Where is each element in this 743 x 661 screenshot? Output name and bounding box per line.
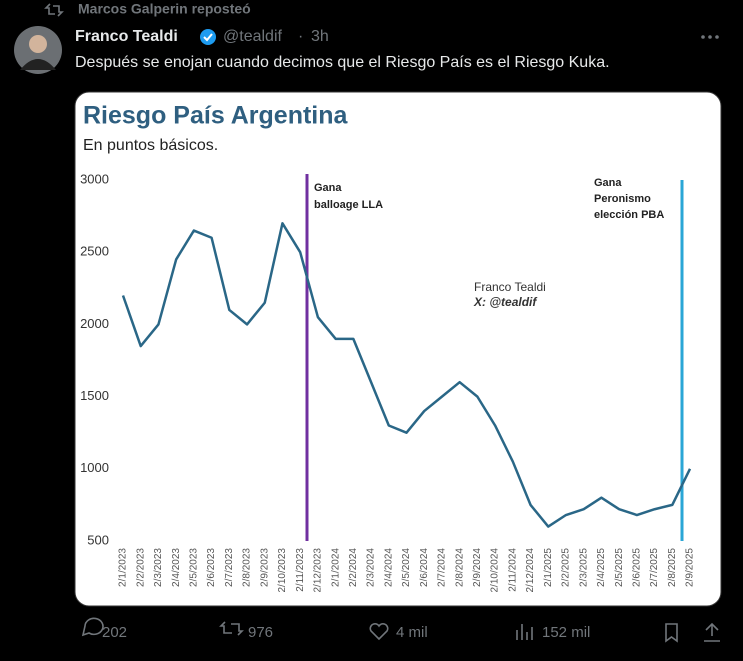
x-tick-label: 2/5/2024 (401, 548, 412, 587)
chart-title: Riesgo País Argentina (83, 102, 349, 130)
x-tick-label: 2/2/2025 (561, 548, 572, 587)
reply-icon[interactable] (81, 617, 104, 637)
more-menu[interactable] (701, 35, 719, 39)
watermark: Franco Tealdi (474, 280, 546, 294)
share-icon[interactable] (704, 622, 720, 642)
x-tick-label: 2/3/2024 (366, 548, 377, 587)
x-tick-label: 2/7/2024 (437, 548, 448, 587)
like-icon[interactable] (369, 622, 389, 641)
x-tick-label: 2/12/2023 (313, 548, 324, 593)
y-tick-label: 2000 (80, 316, 109, 331)
x-tick-label: 2/7/2023 (224, 548, 235, 587)
x-tick-label: 2/9/2023 (259, 548, 270, 587)
x-tick-label: 2/4/2023 (171, 548, 182, 587)
chart-subtitle: En puntos básicos. (83, 137, 218, 154)
repost-count: 976 (248, 624, 273, 641)
x-tick-label: 2/8/2024 (454, 548, 465, 587)
x-tick-label: 2/10/2024 (490, 548, 501, 593)
verified-badge (200, 29, 216, 45)
x-tick-label: 2/1/2023 (118, 548, 129, 587)
x-tick-label: 2/9/2025 (685, 548, 696, 587)
annotation: elección PBA (594, 209, 664, 221)
view-count: 152 mil (542, 624, 590, 641)
x-tick-label: 2/5/2025 (614, 548, 625, 587)
x-tick-label: 2/3/2023 (153, 548, 164, 587)
annotation: balloage LLA (314, 199, 383, 211)
like-count: 4 mil (396, 624, 428, 641)
annotation: Peronismo (594, 193, 651, 205)
y-tick-label: 1500 (80, 388, 109, 403)
avatar-body (20, 59, 56, 70)
repost-button[interactable] (219, 621, 244, 636)
avatar-face (29, 35, 47, 53)
reposted-by[interactable]: Marcos Galperin reposteó (78, 1, 251, 17)
author-handle[interactable]: @tealdif (223, 28, 282, 45)
x-tick-label: 2/6/2025 (631, 548, 642, 587)
x-tick-label: 2/5/2023 (189, 548, 200, 587)
y-tick-label: 1000 (80, 460, 109, 475)
y-tick-label: 3000 (80, 171, 109, 186)
bookmark-icon[interactable] (665, 623, 678, 643)
time[interactable]: 3h (311, 28, 329, 45)
x-tick-label: 2/3/2025 (578, 548, 589, 587)
x-tick-label: 2/6/2023 (206, 548, 217, 587)
reply-count: 202 (102, 624, 127, 641)
watermark: X: @tealdif (473, 295, 537, 309)
y-tick-label: 2500 (80, 244, 109, 259)
x-tick-label: 2/2/2024 (348, 548, 359, 587)
annotation: Gana (314, 182, 342, 194)
views-icon[interactable] (516, 624, 533, 640)
x-tick-label: 2/8/2025 (667, 548, 678, 587)
chart-card[interactable] (74, 91, 722, 607)
y-tick-label: 500 (87, 532, 109, 547)
tweet-text: Después se enojan cuando decimos que el … (75, 54, 610, 71)
x-tick-label: 2/1/2025 (543, 548, 554, 587)
separator: · (298, 28, 303, 45)
x-tick-label: 2/4/2025 (596, 548, 607, 587)
x-tick-label: 2/10/2023 (277, 548, 288, 593)
x-tick-label: 2/9/2024 (472, 548, 483, 587)
x-tick-label: 2/4/2024 (383, 548, 394, 587)
data-line (121, 222, 692, 528)
x-tick-label: 2/11/2024 (507, 548, 518, 592)
x-tick-label: 2/1/2024 (330, 548, 341, 587)
repost-icon (44, 3, 64, 17)
x-tick-label: 2/8/2023 (242, 548, 253, 587)
annotation: Gana (594, 177, 622, 189)
x-tick-label: 2/2/2023 (135, 548, 146, 587)
x-tick-label: 2/12/2024 (525, 548, 536, 593)
verified-check (203, 33, 213, 42)
x-tick-label: 2/11/2023 (295, 548, 306, 592)
author-name[interactable]: Franco Tealdi (75, 28, 178, 45)
x-tick-label: 2/6/2024 (419, 548, 430, 587)
x-tick-label: 2/7/2025 (649, 548, 660, 587)
